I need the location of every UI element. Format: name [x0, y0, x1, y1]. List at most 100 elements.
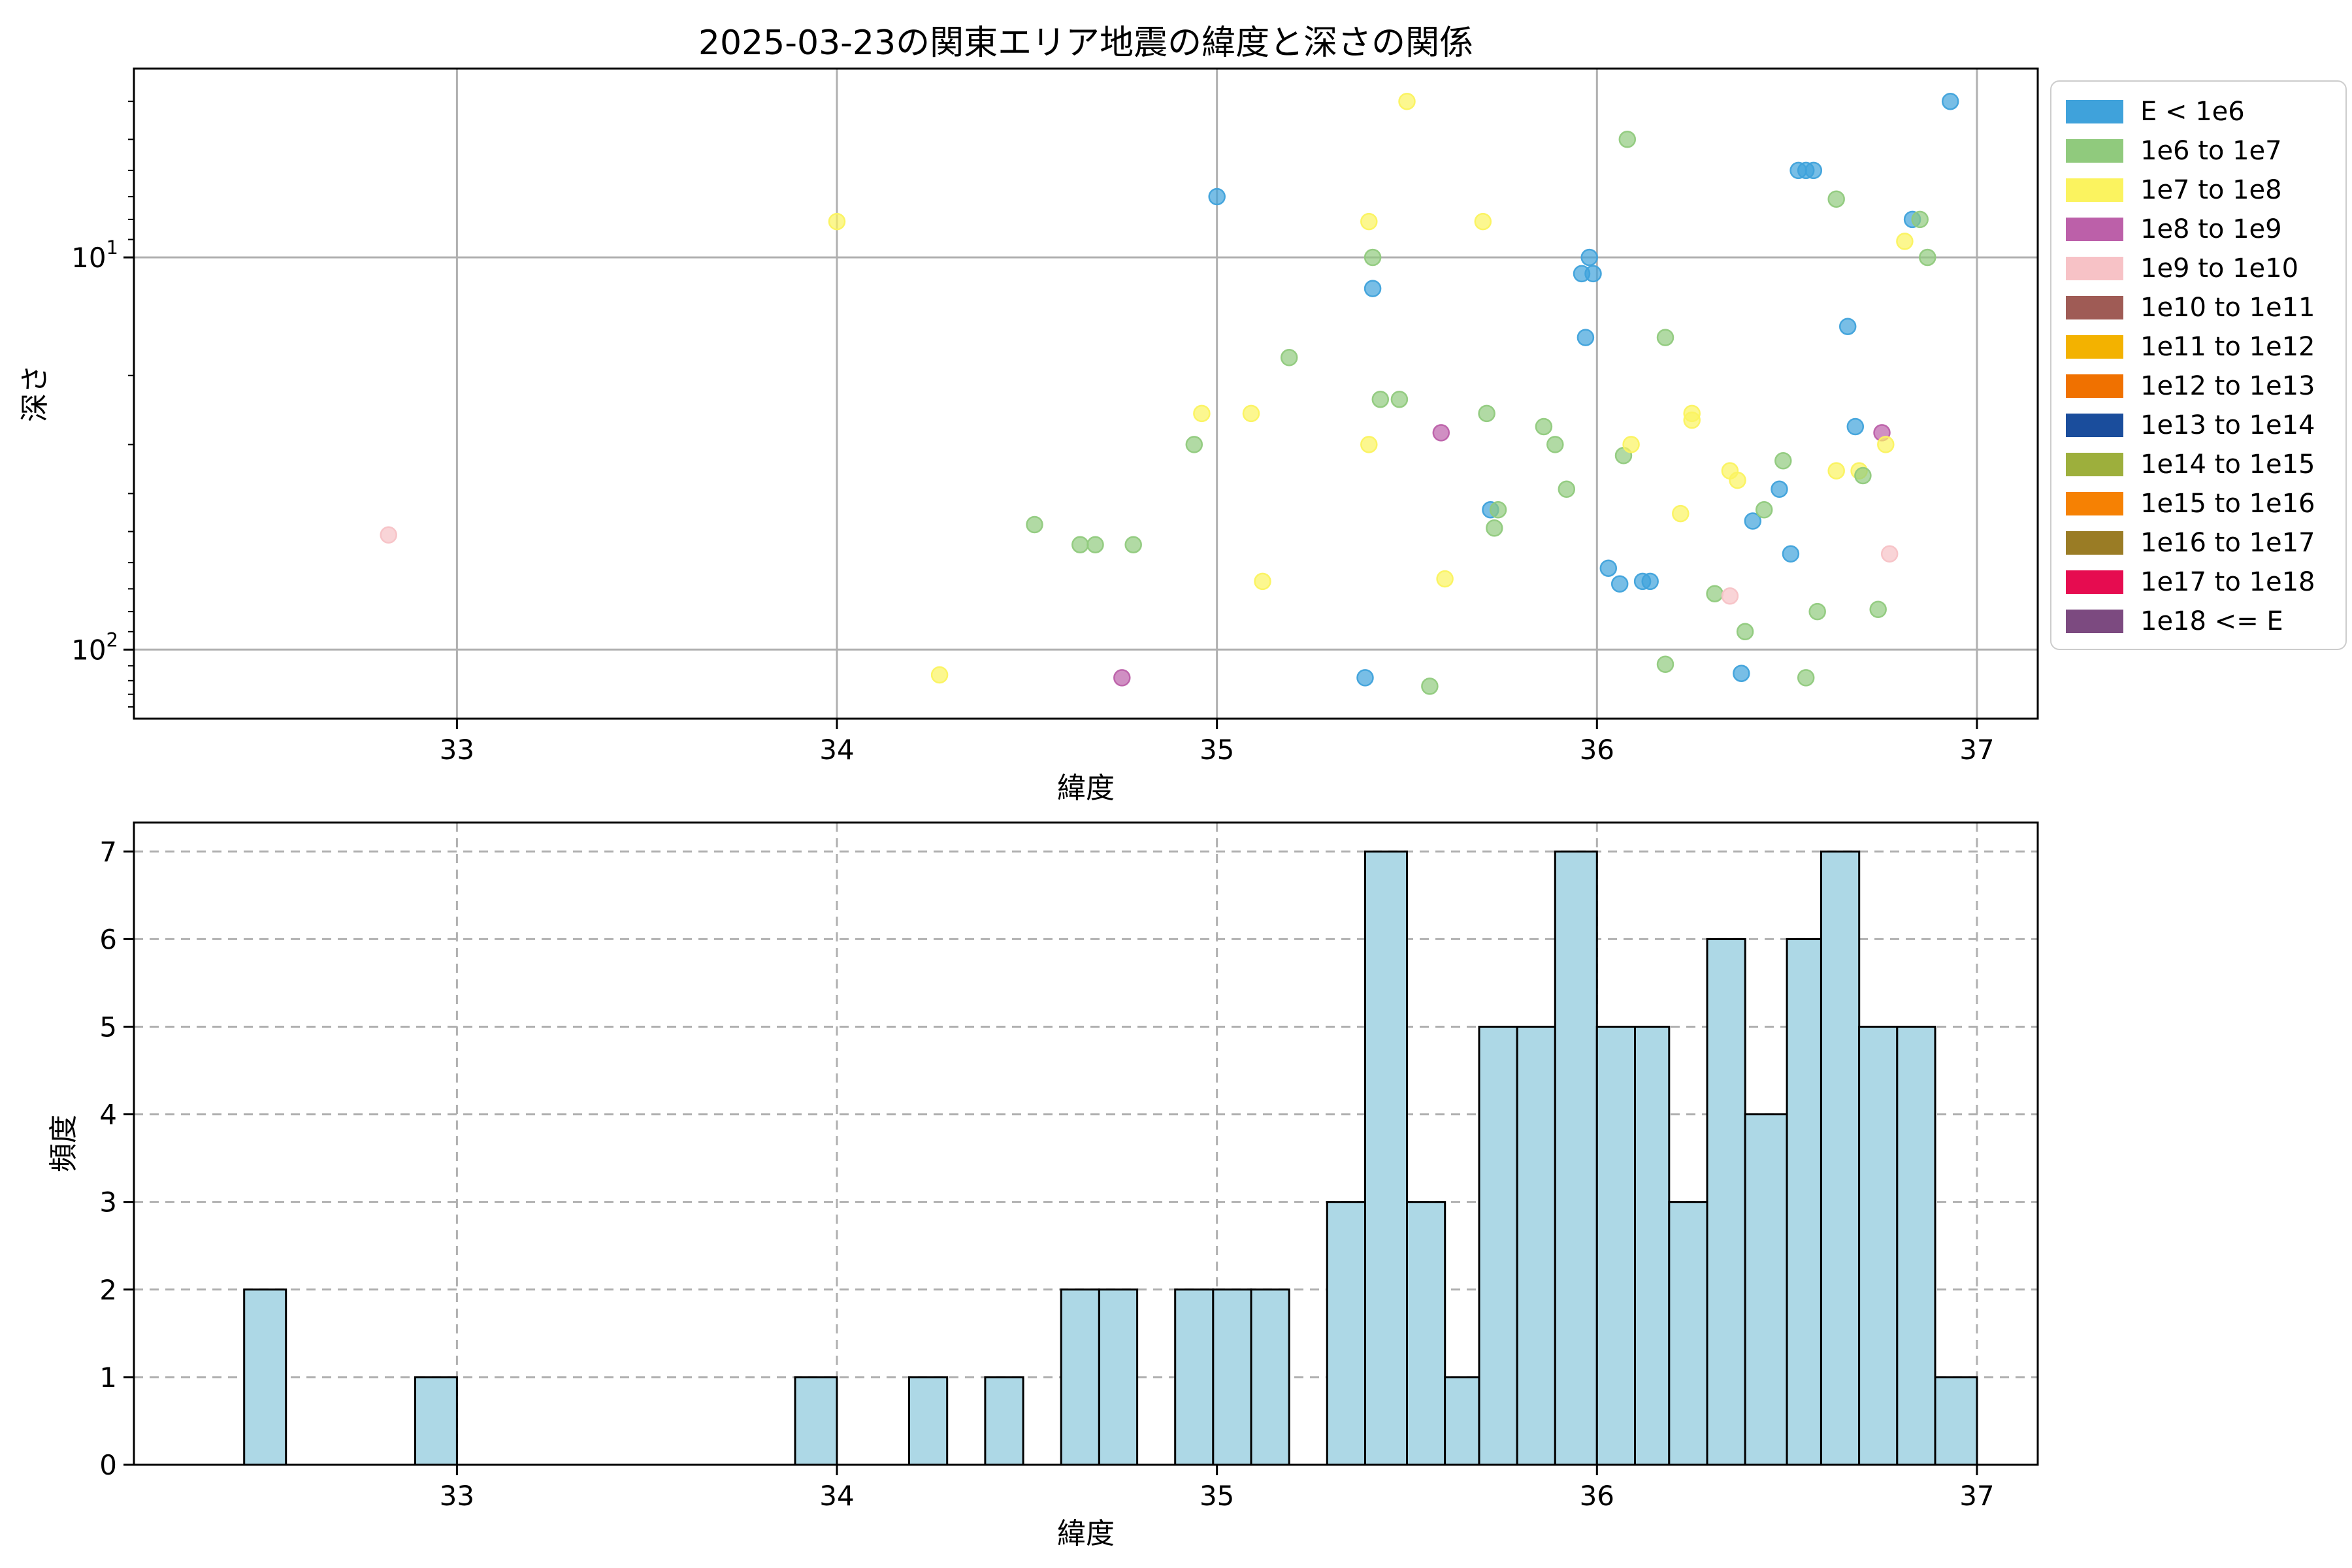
scatter-y-tick-label: 102	[71, 629, 118, 666]
histogram-xaxis-label: 緯度	[1057, 1517, 1115, 1550]
legend-swatch-icon	[2066, 218, 2123, 241]
scatter-point	[1941, 92, 1959, 110]
scatter-point	[1124, 536, 1142, 553]
hist-bar	[1364, 850, 1408, 1466]
scatter-point	[1576, 329, 1595, 346]
scatter-point	[1610, 575, 1629, 593]
hist-bar	[1858, 1026, 1899, 1466]
legend-swatch-icon	[2066, 374, 2123, 398]
scatter-point	[1390, 390, 1409, 408]
hist-spines	[133, 821, 2039, 1466]
scatter-point	[1656, 655, 1674, 674]
legend-label: 1e7 to 1e8	[2140, 175, 2282, 205]
scatter-point	[1558, 480, 1576, 498]
scatter-point	[1580, 248, 1598, 267]
scatter-point	[1854, 466, 1872, 485]
scatter-x-tick-label: 36	[1580, 734, 1614, 766]
legend-label: 1e12 to 1e13	[2140, 371, 2315, 401]
scatter-point	[1736, 623, 1754, 641]
hist-bar	[1744, 1113, 1788, 1466]
legend-entry: 1e8 to 1e9	[2066, 210, 2345, 249]
scatter-point	[1911, 210, 1929, 229]
scatter-point	[1193, 404, 1211, 423]
scatter-point	[1546, 436, 1564, 453]
scatter-point	[1683, 411, 1701, 429]
hist-bar	[1786, 938, 1822, 1466]
legend-swatch-icon	[2066, 257, 2123, 280]
scatter-point	[1436, 570, 1454, 588]
hist-bar	[243, 1288, 287, 1466]
hist-bar	[1668, 1201, 1708, 1466]
hist-x-tick-label: 36	[1580, 1480, 1614, 1512]
hist-x-tick-label: 33	[440, 1480, 474, 1512]
scatter-point	[930, 666, 949, 684]
scatter-point	[828, 212, 846, 231]
hist-y-tick-label: 4	[99, 1099, 117, 1131]
hist-bar	[1934, 1376, 1978, 1466]
scatter-point	[1808, 602, 1826, 621]
legend-box: E < 1e6 1e6 to 1e7 1e7 to 1e8 1e8 to 1e9 1e9…	[2050, 80, 2347, 650]
legend-label: 1e10 to 1e11	[2140, 293, 2315, 323]
legend-label: 1e13 to 1e14	[2140, 410, 2315, 440]
hist-bar	[1212, 1288, 1252, 1466]
scatter-point	[1421, 678, 1439, 695]
scatter-point	[1584, 265, 1602, 283]
hist-bar	[1516, 1026, 1556, 1466]
legend-swatch-icon	[2066, 414, 2123, 437]
hist-bar	[1595, 1026, 1637, 1466]
scatter-point	[1880, 545, 1899, 563]
scatter-point	[1360, 436, 1378, 453]
scatter-point	[1838, 318, 1857, 335]
scatter-point	[380, 526, 397, 544]
legend-entry: 1e18 <= E	[2066, 602, 2345, 641]
legend-label: E < 1e6	[2140, 97, 2245, 127]
hist-x-tick-label: 35	[1200, 1480, 1234, 1512]
scatter-point	[1877, 436, 1895, 453]
scatter-point	[1113, 669, 1131, 687]
legend-swatch-icon	[2066, 335, 2123, 359]
legend-entry: 1e14 to 1e15	[2066, 445, 2345, 484]
scatter-point	[1371, 390, 1390, 408]
legend-swatch-icon	[2066, 531, 2123, 555]
legend-entry: 1e17 to 1e18	[2066, 563, 2345, 602]
legend-entry: 1e11 to 1e12	[2066, 327, 2345, 367]
scatter-xaxis-label: 緯度	[1057, 772, 1115, 805]
scatter-point	[1280, 349, 1298, 367]
scatter-x-tick-label: 37	[1959, 734, 1994, 766]
legend-entry: 1e10 to 1e11	[2066, 288, 2345, 327]
hist-bar	[1706, 938, 1746, 1466]
hist-bar	[984, 1376, 1024, 1466]
scatter-y-tick-label: 101	[71, 237, 118, 274]
scatter-point	[1827, 462, 1845, 480]
scatter-point	[1846, 417, 1865, 436]
scatter-point	[1805, 161, 1823, 180]
legend-swatch-icon	[2066, 100, 2123, 123]
legend-entry: 1e12 to 1e13	[2066, 367, 2345, 406]
scatter-point	[1086, 536, 1104, 553]
figure-title: 2025-03-23の関東エリア地震の緯度と深さの関係	[698, 24, 1474, 63]
scatter-point	[1706, 585, 1723, 602]
scatter-point	[1618, 131, 1637, 148]
scatter-point	[1486, 519, 1503, 537]
scatter-point	[1774, 452, 1792, 470]
scatter-point	[1535, 417, 1553, 436]
hist-bar	[1326, 1201, 1367, 1466]
scatter-point	[1827, 190, 1845, 208]
legend-label: 1e18 <= E	[2140, 606, 2283, 636]
scatter-point	[1771, 480, 1788, 498]
hist-bar	[1896, 1026, 1936, 1466]
legend-label: 1e9 to 1e10	[2140, 253, 2299, 284]
scatter-point	[1242, 404, 1260, 423]
legend-label: 1e16 to 1e17	[2140, 528, 2315, 558]
legend-label: 1e6 to 1e7	[2140, 136, 2282, 166]
legend-swatch-icon	[2066, 296, 2123, 319]
scatter-point	[1641, 572, 1659, 591]
hist-bar	[1554, 850, 1598, 1466]
legend-swatch-icon	[2066, 139, 2123, 163]
legend-label: 1e14 to 1e15	[2140, 449, 2315, 480]
scatter-point	[1360, 212, 1378, 231]
hist-y-tick-label: 5	[99, 1011, 117, 1043]
scatter-x-tick-label: 35	[1200, 734, 1234, 766]
scatter-point	[1672, 504, 1690, 523]
legend-label: 1e15 to 1e16	[2140, 489, 2315, 519]
